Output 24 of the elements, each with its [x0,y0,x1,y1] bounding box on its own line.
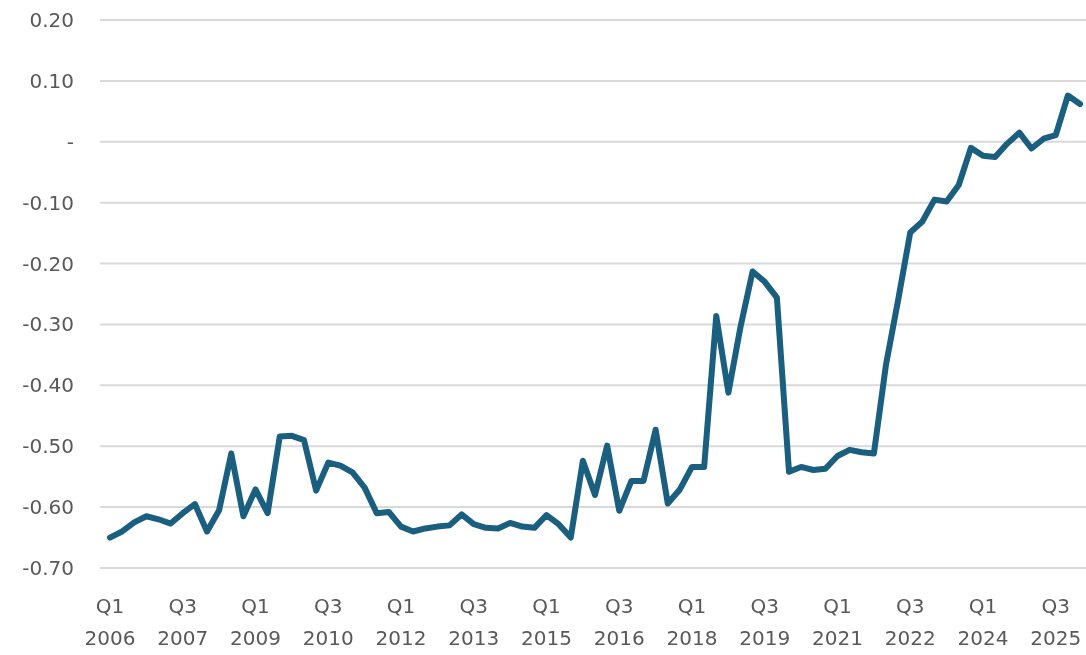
x-tick-label: Q3 2025 [1030,594,1082,650]
y-tick-label: -0.30 [22,312,74,337]
x-tick-label: Q1 2006 [84,594,136,650]
y-tick-label: -0.10 [22,190,74,215]
x-tick-label: Q3 2022 [884,594,936,650]
y-tick-label: -0.70 [22,556,74,580]
y-tick-label: -0.40 [22,373,74,398]
y-tick-label: - [66,129,74,154]
x-tick-label: Q3 2007 [157,594,209,650]
x-tick-label: Q1 2015 [521,594,572,650]
y-tick-label: -0.20 [22,251,74,276]
x-tick-label: Q3 2016 [593,594,645,650]
x-tick-label: Q3 2019 [739,594,791,650]
y-tick-label: -0.50 [22,434,74,459]
x-tick-label: Q1 2012 [375,594,427,650]
x-tick-label: Q3 2013 [448,594,500,650]
x-tick-label: Q3 2010 [302,594,354,650]
x-tick-label: Q1 2009 [230,594,281,650]
y-tick-label: -0.60 [22,495,74,520]
x-tick-label: Q1 2021 [812,594,863,650]
y-tick-label: 0.20 [29,8,74,32]
x-tick-label: Q1 2024 [957,594,1009,650]
x-tick-label: Q1 2018 [666,594,718,650]
y-tick-label: 0.10 [29,68,74,93]
